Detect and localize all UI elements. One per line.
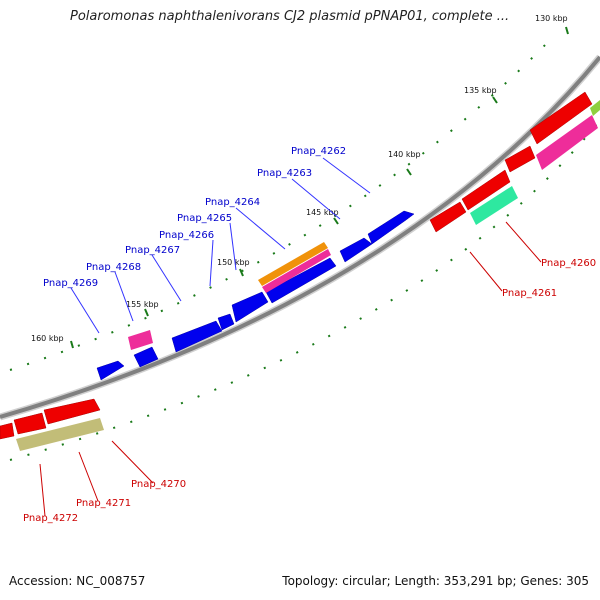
gene-label-pnap-4264[interactable]: Pnap_4264 xyxy=(205,197,260,208)
plasmid-backbone xyxy=(0,54,600,421)
gene-pnap-4264-arrow[interactable] xyxy=(265,257,337,304)
gene-label-pnap-4267[interactable]: Pnap_4267 xyxy=(125,245,180,256)
kbp-label-150: 150 kbp xyxy=(217,258,250,267)
topology-stats-label: Topology: circular; Length: 353,291 bp; … xyxy=(282,574,589,588)
gene-labels-top: Pnap_4262 Pnap_4263 Pnap_4264 Pnap_4265 … xyxy=(43,146,346,289)
feature-pink-bar-lower xyxy=(536,115,598,170)
kbp-label-135: 135 kbp xyxy=(464,86,497,95)
feature-teal-bar xyxy=(470,186,518,225)
gene-labels-bottom: Pnap_4260 Pnap_4261 Pnap_4270 Pnap_4271 … xyxy=(23,258,596,524)
gene-pnap-4263-arrow[interactable] xyxy=(339,237,373,263)
gene-pnap-4271-arrow[interactable] xyxy=(13,412,47,435)
gene-label-pnap-4265[interactable]: Pnap_4265 xyxy=(177,213,232,224)
gene-pnap-4269-arrow[interactable] xyxy=(96,360,125,381)
gene-label-pnap-4261[interactable]: Pnap_4261 xyxy=(502,288,557,299)
feature-green-sliver xyxy=(590,100,600,116)
kbp-label-160: 160 kbp xyxy=(31,334,64,343)
feature-pink-box xyxy=(128,330,153,350)
gene-pnap-4261-arrow[interactable] xyxy=(461,169,511,211)
leader-lines-top xyxy=(70,157,371,334)
accession-label: Accession: NC_008757 xyxy=(9,574,146,588)
kbp-label-145: 145 kbp xyxy=(306,208,339,217)
gene-label-pnap-4271[interactable]: Pnap_4271 xyxy=(76,498,131,509)
gene-red-arrow-b[interactable] xyxy=(529,91,593,145)
gene-label-pnap-4260[interactable]: Pnap_4260 xyxy=(541,258,596,269)
gene-pnap-4268-arrow[interactable] xyxy=(133,346,159,368)
reverse-genes xyxy=(0,91,593,440)
gene-pnap-4262-arrow[interactable] xyxy=(367,210,415,245)
gene-pnap-4265-arrow[interactable] xyxy=(231,291,269,323)
gene-pnap-4270-arrow[interactable] xyxy=(43,398,101,425)
gene-label-pnap-4263[interactable]: Pnap_4263 xyxy=(257,168,312,179)
forward-genes xyxy=(96,210,415,381)
gene-pnap-4260-arrow[interactable] xyxy=(429,201,467,233)
kbp-major-ticks xyxy=(70,26,569,349)
gene-label-pnap-4266[interactable]: Pnap_4266 xyxy=(159,230,214,241)
gene-label-pnap-4270[interactable]: Pnap_4270 xyxy=(131,479,186,490)
gene-pnap-4267-arrow[interactable] xyxy=(171,320,223,353)
gene-pnap-4266-arrow[interactable] xyxy=(217,313,235,331)
kbp-label-130: 130 kbp xyxy=(535,14,568,23)
plasmid-backbone-line xyxy=(0,55,600,419)
feature-khaki-bar xyxy=(16,418,104,451)
gene-label-pnap-4268[interactable]: Pnap_4268 xyxy=(86,262,141,273)
outer-tick-track xyxy=(9,39,551,371)
feature-pink-bar xyxy=(262,249,331,293)
gene-label-pnap-4269[interactable]: Pnap_4269 xyxy=(43,278,98,289)
map-title: Polaromonas naphthalenivorans CJ2 plasmi… xyxy=(70,9,510,24)
gene-label-pnap-4262[interactable]: Pnap_4262 xyxy=(291,146,346,157)
leader-lines-bottom xyxy=(39,221,542,517)
gene-red-arrow-a[interactable] xyxy=(504,145,536,173)
gene-label-pnap-4272[interactable]: Pnap_4272 xyxy=(23,513,78,524)
gene-pnap-4272-arrow[interactable] xyxy=(0,422,15,440)
feature-orange-bar xyxy=(258,242,328,286)
kbp-label-140: 140 kbp xyxy=(388,150,421,159)
kbp-label-155: 155 kbp xyxy=(126,300,159,309)
